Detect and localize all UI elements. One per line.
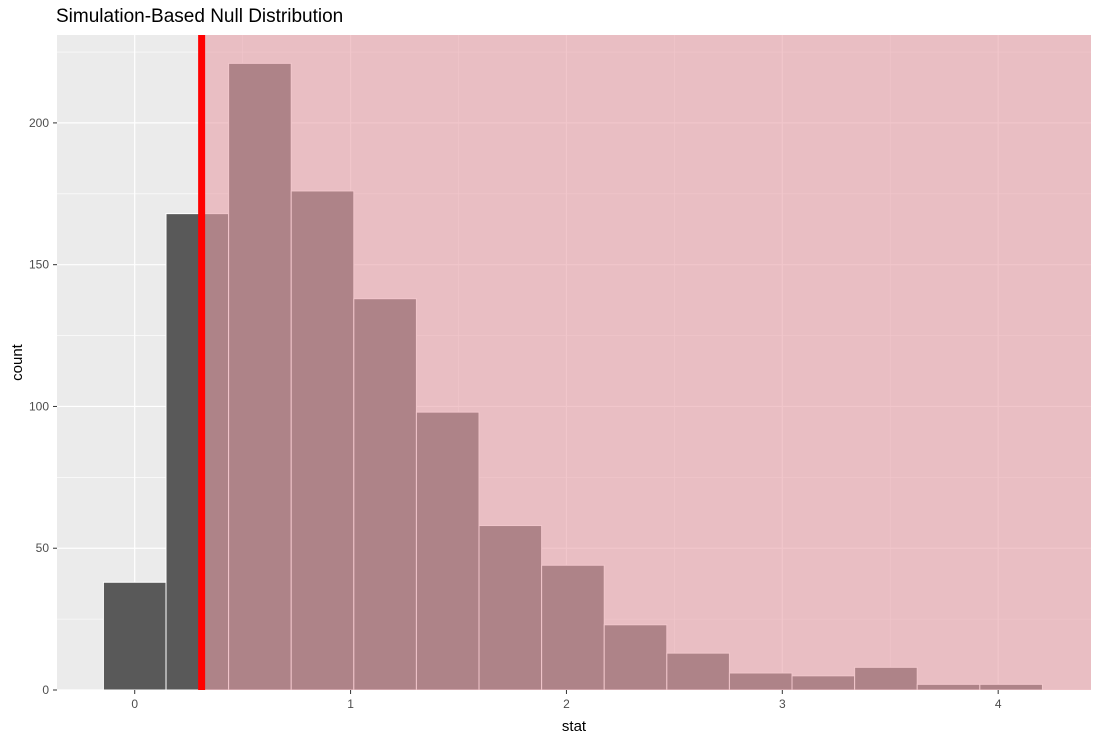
x-tick-label: 3 — [779, 697, 786, 711]
y-tick-label: 50 — [36, 541, 50, 555]
x-tick-label: 0 — [131, 697, 138, 711]
y-tick-label: 0 — [42, 683, 49, 697]
chart-title: Simulation-Based Null Distribution — [56, 6, 344, 27]
y-tick-label: 150 — [29, 258, 49, 272]
x-axis-ticks: 0 1 2 3 4 — [131, 690, 1002, 711]
y-tick-label: 100 — [29, 399, 49, 413]
shaded-region — [201, 35, 1091, 690]
x-tick-label: 2 — [563, 697, 570, 711]
x-tick-label: 4 — [995, 697, 1002, 711]
x-axis-title: stat — [562, 718, 587, 735]
y-axis-ticks: 0 50 100 150 200 — [29, 116, 57, 697]
y-tick-label: 200 — [29, 116, 49, 130]
histogram-bar — [102, 581, 167, 691]
y-axis-title: count — [9, 343, 26, 381]
x-tick-label: 1 — [347, 697, 354, 711]
